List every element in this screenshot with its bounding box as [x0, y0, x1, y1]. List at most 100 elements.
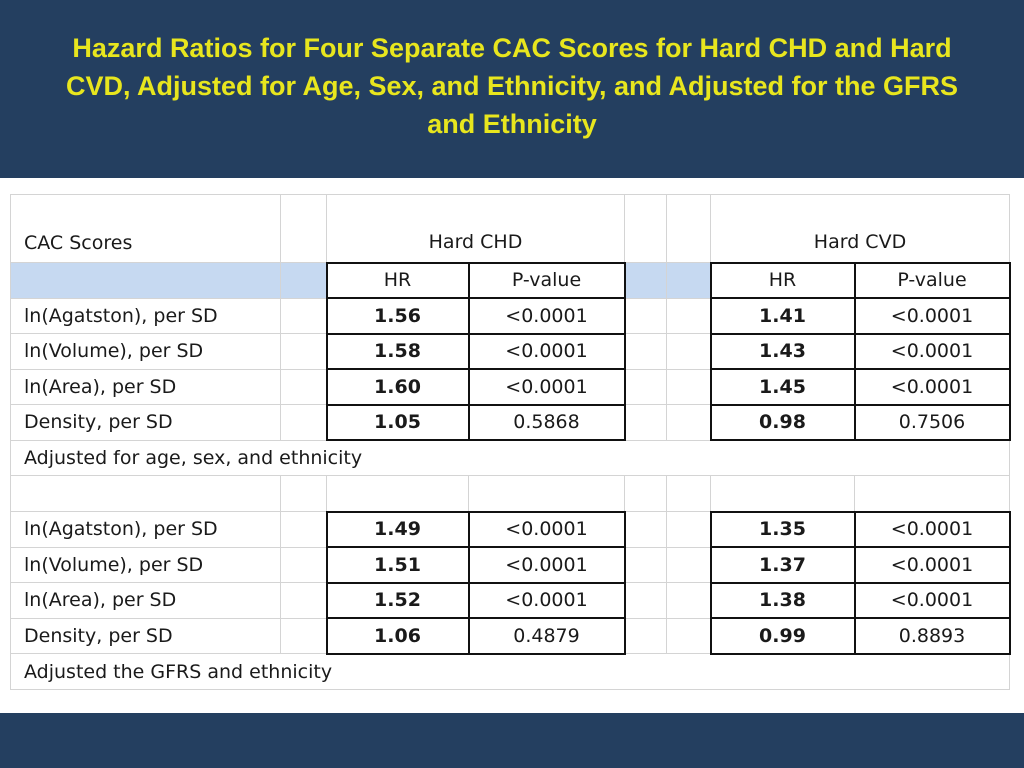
cvd-hr-value: 0.99 — [709, 617, 856, 655]
empty-cell — [280, 582, 327, 619]
col-header-cvd-pvalue: P-value — [853, 261, 1011, 299]
chd-hr-value: 1.52 — [325, 581, 470, 619]
empty-cell — [666, 582, 711, 619]
chd-p-value: <0.0001 — [467, 332, 626, 370]
chd-p-value: <0.0001 — [467, 297, 626, 335]
empty-cell — [280, 546, 327, 583]
empty-cell — [280, 511, 327, 548]
cvd-p-value: <0.0001 — [853, 297, 1011, 335]
chd-p-value: <0.0001 — [467, 546, 626, 584]
table-header-row: CAC Scores Hard CHD Hard CVD — [10, 194, 1010, 263]
empty-cell — [854, 475, 1010, 512]
empty-cell — [666, 475, 711, 512]
empty-cell — [624, 617, 667, 654]
empty-cell — [624, 333, 667, 370]
slide-title: Hazard Ratios for Four Separate CAC Scor… — [65, 33, 959, 139]
cvd-p-value: 0.7506 — [853, 403, 1011, 441]
hazard-ratio-table: CAC Scores Hard CHD Hard CVD HR P-value … — [10, 194, 1011, 690]
empty-cell — [666, 297, 711, 334]
empty-cell — [280, 194, 327, 263]
table-row: ln(Agatston), per SD 1.56 <0.0001 1.41 <… — [10, 297, 1011, 335]
empty-cell — [624, 546, 667, 583]
row-label: ln(Agatston), per SD — [10, 511, 281, 548]
empty-cell — [666, 368, 711, 405]
empty-cell — [666, 546, 711, 583]
table-row: ln(Volume), per SD 1.58 <0.0001 1.43 <0.… — [10, 332, 1011, 370]
hazard-ratio-table-container: CAC Scores Hard CHD Hard CVD HR P-value … — [10, 194, 1011, 690]
row-label: ln(Area), per SD — [10, 368, 281, 405]
empty-cell — [666, 194, 711, 263]
chd-hr-value: 1.56 — [325, 297, 470, 335]
col-header-chd-hr: HR — [325, 261, 470, 299]
empty-cell — [624, 262, 667, 299]
chd-p-value: 0.4879 — [467, 617, 626, 655]
empty-cell — [280, 333, 327, 370]
empty-cell — [624, 194, 667, 263]
chd-hr-value: 1.05 — [325, 403, 470, 441]
chd-hr-value: 1.60 — [325, 368, 470, 406]
row-label: ln(Volume), per SD — [10, 333, 281, 370]
empty-cell — [624, 475, 667, 512]
row-header-label: CAC Scores — [10, 194, 281, 263]
chd-p-value: <0.0001 — [467, 368, 626, 406]
empty-cell — [666, 404, 711, 441]
empty-cell — [280, 368, 327, 405]
empty-cell — [326, 475, 469, 512]
cvd-p-value: <0.0001 — [853, 510, 1011, 548]
section-note: Adjusted the GFRS and ethnicity — [10, 653, 1010, 690]
empty-cell — [624, 368, 667, 405]
chd-hr-value: 1.51 — [325, 546, 470, 584]
footer-bar — [0, 713, 1024, 768]
row-label: ln(Volume), per SD — [10, 546, 281, 583]
group-header-hard-cvd: Hard CVD — [710, 194, 1010, 263]
row-label: Density, per SD — [10, 404, 281, 441]
section-note-row: Adjusted for age, sex, and ethnicity — [10, 439, 1010, 476]
cvd-hr-value: 1.43 — [709, 332, 856, 370]
table-row: ln(Agatston), per SD 1.49 <0.0001 1.35 <… — [10, 510, 1011, 548]
cvd-p-value: <0.0001 — [853, 368, 1011, 406]
empty-cell — [280, 262, 327, 299]
empty-cell — [624, 511, 667, 548]
cvd-hr-value: 0.98 — [709, 403, 856, 441]
empty-cell — [10, 262, 281, 299]
section-note: Adjusted for age, sex, and ethnicity — [10, 439, 1010, 476]
cvd-p-value: 0.8893 — [853, 617, 1011, 655]
empty-cell — [666, 511, 711, 548]
table-row: Density, per SD 1.05 0.5868 0.98 0.7506 — [10, 403, 1011, 441]
empty-cell — [280, 475, 327, 512]
row-label: ln(Agatston), per SD — [10, 297, 281, 334]
col-header-chd-pvalue: P-value — [467, 261, 626, 299]
group-header-hard-chd: Hard CHD — [326, 194, 625, 263]
col-header-cvd-hr: HR — [709, 261, 856, 299]
empty-cell — [10, 475, 281, 512]
chd-hr-value: 1.49 — [325, 510, 470, 548]
row-label: Density, per SD — [10, 617, 281, 654]
chd-hr-value: 1.58 — [325, 332, 470, 370]
empty-cell — [710, 475, 855, 512]
cvd-p-value: <0.0001 — [853, 332, 1011, 370]
title-bar: Hazard Ratios for Four Separate CAC Scor… — [0, 0, 1024, 178]
cvd-hr-value: 1.41 — [709, 297, 856, 335]
table-row: ln(Volume), per SD 1.51 <0.0001 1.37 <0.… — [10, 546, 1011, 584]
table-row: ln(Area), per SD 1.60 <0.0001 1.45 <0.00… — [10, 368, 1011, 406]
empty-cell — [280, 617, 327, 654]
chd-hr-value: 1.06 — [325, 617, 470, 655]
empty-cell — [624, 582, 667, 619]
cvd-hr-value: 1.45 — [709, 368, 856, 406]
empty-cell — [624, 404, 667, 441]
empty-cell — [666, 333, 711, 370]
chd-p-value: 0.5868 — [467, 403, 626, 441]
cvd-p-value: <0.0001 — [853, 546, 1011, 584]
table-row: ln(Area), per SD 1.52 <0.0001 1.38 <0.00… — [10, 581, 1011, 619]
empty-cell — [468, 475, 625, 512]
empty-cell — [280, 404, 327, 441]
section-note-row: Adjusted the GFRS and ethnicity — [10, 653, 1010, 690]
empty-cell — [666, 262, 711, 299]
cvd-hr-value: 1.35 — [709, 510, 856, 548]
empty-cell — [624, 297, 667, 334]
column-header-row: HR P-value HR P-value — [10, 261, 1011, 299]
table-row: Density, per SD 1.06 0.4879 0.99 0.8893 — [10, 617, 1011, 655]
spacer-row — [10, 475, 1010, 512]
empty-cell — [280, 297, 327, 334]
empty-cell — [666, 617, 711, 654]
